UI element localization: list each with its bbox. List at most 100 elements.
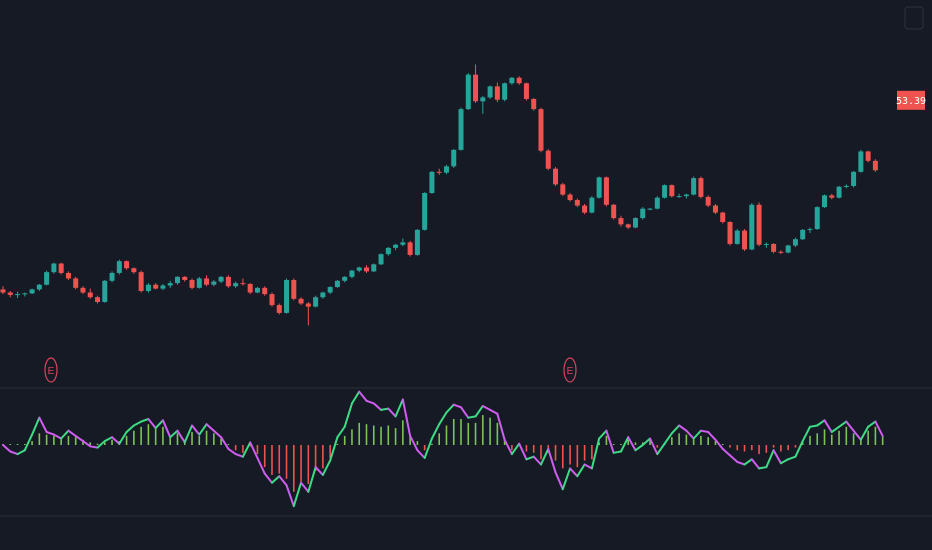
oscillator-line-segment [321,459,332,476]
candle [298,297,304,306]
candle [720,211,726,224]
candle-body [385,247,391,255]
candle [342,276,348,283]
candle [487,85,493,99]
earnings-marker-label: E [48,366,55,377]
oscillator-line-segment [729,454,739,463]
oscillator-line-segment [787,455,797,461]
candle-body [36,284,42,290]
candle-body [836,186,842,198]
candle [800,229,806,241]
candle-body [196,278,202,288]
candle-body [807,229,813,231]
candle [436,168,442,175]
candle-body [458,109,464,150]
candle-body [356,267,362,271]
oscillator-line-segment [489,408,499,415]
candle-body [872,160,878,171]
candle-body [262,287,268,295]
candle-body [189,280,195,288]
candle-body [553,168,559,185]
candle-body [182,276,188,280]
candle-body [254,287,260,293]
candle-body [407,242,413,255]
oscillator-line-segment [874,420,884,437]
candle [596,176,602,199]
oscillator-line-segment [743,458,753,466]
candle-body [596,177,602,198]
oscillator-line-segment [656,442,666,456]
candle [756,202,762,247]
candle-body [284,280,290,313]
candle [44,270,50,286]
oscillator-line-segment [634,444,644,452]
candle [531,98,537,111]
candle [545,149,551,171]
candle-body [698,178,704,197]
candle-body [538,109,544,151]
oscillator-line-segment [161,419,172,439]
candle-body [87,292,93,298]
oscillator-line-segment [649,437,659,456]
candle-body [829,195,835,198]
earnings-marker[interactable]: E [44,357,58,383]
candle-body [44,272,50,285]
oscillator-line-segment [627,436,637,452]
candle [582,203,588,215]
oscillator-line-segment [830,425,841,433]
candle-body [342,276,348,281]
candle [443,164,449,175]
candle-body [792,239,798,246]
candle [698,176,704,199]
oscillator-line-segment [423,437,433,459]
price-pane[interactable] [0,64,878,326]
oscillator-line-segment [45,431,55,436]
candle [334,280,340,288]
oscillator-line-segment [598,429,608,440]
candle-body [393,244,399,248]
oscillator-line-segment [191,424,201,436]
candle-body [509,77,515,84]
candle [742,229,748,251]
oscillator-line-segment [285,484,295,508]
oscillator-line-segment [678,424,688,432]
candle-body [480,97,486,102]
oscillator-line-segment [365,399,375,405]
candle-body [167,283,173,286]
candle [109,271,115,283]
candle-body [647,208,653,210]
candle [87,288,93,299]
oscillator-line-segment [103,436,114,443]
oscillator-line-segment [576,463,586,478]
oscillator-line-segment [358,390,368,402]
oscillator-line-segment [387,407,397,418]
oscillator-line-segment [198,423,208,436]
oscillator-line-segment [460,406,470,419]
oscillator-pane[interactable] [2,390,884,508]
candle [465,73,471,110]
oscillator-line-segment [554,471,564,491]
oscillator-line-segment [336,425,346,439]
oscillator-line-segment [583,463,593,470]
candle [80,286,86,295]
candle [58,262,64,275]
candle [378,253,384,266]
candle-body [400,242,406,245]
candle-body [145,284,151,291]
candle-body [211,281,217,285]
candle-body [80,287,86,293]
candle [51,262,57,274]
candle-body [349,270,355,277]
candle [429,171,435,194]
candle-body [7,292,13,295]
earnings-marker-shape [44,357,58,383]
settings-button[interactable] [904,6,924,30]
candle-body [95,297,101,302]
candle [349,269,355,279]
candle [160,283,166,291]
earnings-marker[interactable]: E [563,357,577,383]
oscillator-line-segment [758,466,768,470]
oscillator-line-segment [707,431,717,441]
